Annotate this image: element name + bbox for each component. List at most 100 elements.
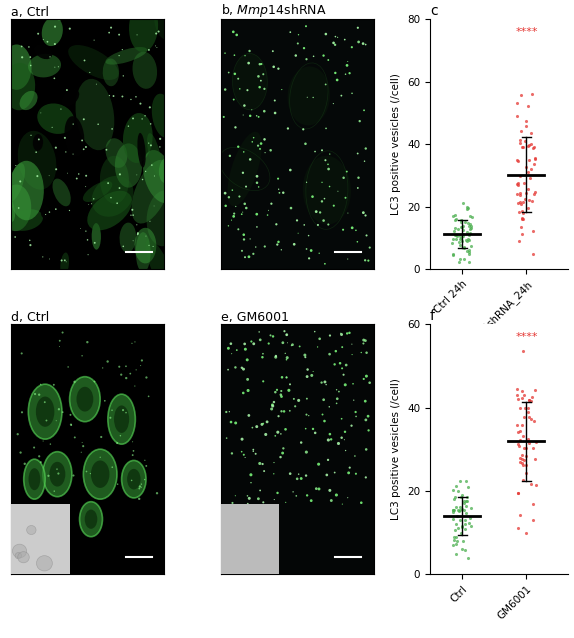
Point	[116, 431, 125, 441]
Point	[520, 403, 529, 413]
Point	[531, 152, 540, 163]
Point	[319, 216, 328, 226]
Point	[522, 121, 531, 131]
Ellipse shape	[37, 103, 74, 134]
Point	[297, 438, 306, 448]
Point	[364, 255, 373, 265]
Point	[15, 176, 25, 186]
Point	[361, 144, 370, 154]
Ellipse shape	[1, 184, 31, 231]
Point	[354, 37, 363, 47]
Point	[220, 84, 230, 94]
Point	[459, 228, 468, 239]
Point	[531, 454, 540, 464]
Point	[238, 207, 247, 218]
Ellipse shape	[7, 163, 25, 202]
Point	[249, 133, 258, 143]
Point	[339, 173, 348, 183]
Point	[518, 431, 528, 441]
Point	[251, 242, 261, 252]
Point	[115, 29, 124, 40]
Point	[34, 451, 44, 461]
Point	[277, 245, 286, 255]
Y-axis label: LC3 positive vesicles (/cell): LC3 positive vesicles (/cell)	[391, 378, 401, 520]
Point	[515, 197, 524, 207]
Point	[513, 156, 522, 167]
Point	[517, 142, 526, 152]
Point	[149, 201, 158, 211]
Point	[281, 497, 290, 507]
Point	[466, 241, 475, 251]
Ellipse shape	[91, 461, 110, 488]
Point	[58, 327, 67, 338]
Point	[294, 469, 303, 479]
Point	[253, 222, 262, 232]
Point	[522, 460, 531, 470]
Point	[286, 203, 296, 213]
Point	[465, 211, 474, 221]
Point	[298, 124, 308, 135]
Ellipse shape	[42, 17, 63, 46]
Point	[320, 377, 329, 387]
Ellipse shape	[100, 156, 129, 204]
Point	[520, 135, 529, 145]
Point	[523, 434, 532, 444]
Point	[455, 240, 464, 250]
Point	[115, 362, 124, 372]
Point	[341, 193, 350, 203]
Point	[106, 193, 115, 203]
Ellipse shape	[28, 54, 61, 77]
Point	[334, 438, 343, 449]
Ellipse shape	[41, 205, 49, 219]
Ellipse shape	[83, 181, 113, 202]
Point	[463, 482, 472, 493]
Point	[457, 236, 466, 246]
Point	[107, 124, 117, 134]
Point	[153, 488, 162, 498]
Point	[528, 89, 537, 99]
Point	[64, 362, 73, 372]
Ellipse shape	[76, 78, 114, 150]
Point	[455, 515, 464, 525]
Point	[304, 230, 313, 241]
Point	[325, 349, 334, 359]
Point	[521, 528, 530, 538]
Point	[237, 447, 246, 457]
Ellipse shape	[133, 52, 157, 89]
Point	[307, 496, 316, 506]
Point	[253, 171, 262, 181]
Point	[255, 59, 265, 70]
Ellipse shape	[87, 191, 132, 230]
Point	[285, 406, 294, 416]
Point	[257, 419, 266, 429]
Ellipse shape	[36, 397, 55, 427]
Point	[254, 182, 263, 192]
Point	[272, 351, 281, 361]
Point	[270, 494, 279, 505]
Point	[282, 330, 292, 340]
Point	[277, 406, 286, 417]
Point	[293, 473, 302, 484]
Point	[332, 398, 341, 408]
Point	[314, 459, 323, 470]
Point	[36, 379, 45, 389]
Point	[238, 168, 247, 178]
Point	[526, 479, 536, 489]
Point	[344, 468, 353, 478]
Point	[311, 427, 320, 438]
Point	[465, 230, 474, 241]
Point	[325, 330, 335, 341]
Point	[322, 470, 331, 480]
Point	[241, 50, 250, 61]
Ellipse shape	[62, 89, 79, 107]
Point	[516, 453, 525, 463]
Point	[514, 178, 523, 188]
Point	[102, 145, 111, 155]
Point	[457, 233, 466, 243]
Point	[54, 62, 63, 72]
Point	[329, 98, 338, 108]
Point	[522, 443, 531, 453]
Point	[517, 90, 526, 100]
Point	[342, 167, 351, 177]
Point	[247, 137, 257, 147]
